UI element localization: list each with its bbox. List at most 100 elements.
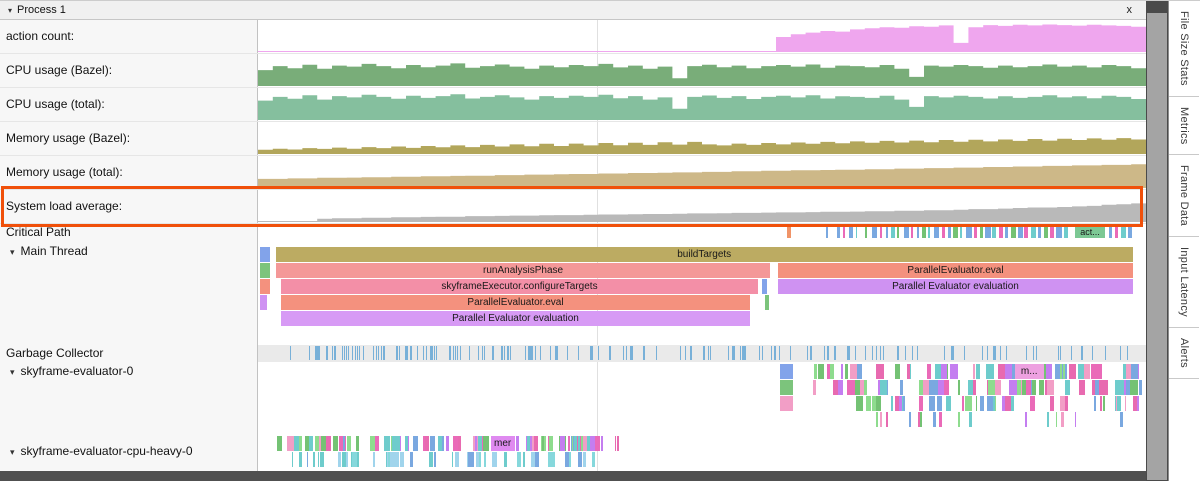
micro-slice[interactable] [405, 346, 407, 360]
micro-slice[interactable] [425, 436, 430, 451]
micro-slice[interactable] [827, 364, 830, 379]
micro-slice[interactable] [555, 346, 557, 360]
micro-slice[interactable] [901, 396, 905, 411]
counter-chart[interactable] [258, 190, 1146, 223]
side-tab-input-latency[interactable]: Input Latency [1169, 237, 1199, 329]
micro-slice[interactable] [830, 364, 835, 379]
micro-slice[interactable] [293, 436, 300, 451]
micro-slice[interactable] [298, 436, 303, 451]
micro-slice[interactable] [1129, 380, 1139, 395]
micro-slice[interactable] [964, 346, 966, 360]
slice[interactable] [1011, 226, 1017, 238]
micro-slice[interactable] [449, 346, 451, 360]
slice-row[interactable]: Parallel Evaluator evaluation [258, 311, 1146, 327]
micro-slice[interactable] [395, 346, 398, 360]
micro-slice[interactable] [348, 346, 350, 360]
micro-slice[interactable] [574, 436, 577, 451]
micro-slice[interactable] [338, 452, 342, 467]
slice[interactable] [1064, 226, 1068, 238]
micro-slice[interactable] [684, 346, 686, 360]
micro-slice[interactable] [429, 436, 435, 451]
micro-slice[interactable] [994, 346, 996, 360]
micro-slice[interactable] [491, 346, 494, 360]
micro-slice[interactable] [388, 452, 391, 467]
micro-slice[interactable] [454, 346, 457, 360]
slice[interactable] [1024, 226, 1028, 238]
micro-slice[interactable] [307, 436, 314, 451]
micro-slice[interactable] [1061, 412, 1064, 427]
counter-chart[interactable] [258, 20, 1146, 53]
slice[interactable] [1050, 226, 1054, 238]
slice[interactable] [903, 226, 909, 238]
micro-slice[interactable] [1115, 380, 1124, 395]
slice[interactable] [259, 247, 270, 262]
micro-slice[interactable] [897, 346, 899, 360]
micro-slice[interactable] [917, 412, 920, 427]
slice[interactable] [1043, 226, 1049, 238]
micro-slice[interactable] [680, 346, 682, 360]
slice[interactable] [787, 226, 791, 238]
micro-slice[interactable] [1031, 380, 1037, 395]
micro-slice[interactable] [577, 346, 579, 360]
micro-slice[interactable] [643, 346, 645, 360]
micro-slice[interactable] [404, 436, 408, 451]
micro-slice[interactable] [316, 346, 318, 360]
slice[interactable] [965, 226, 972, 238]
micro-slice[interactable] [374, 436, 379, 451]
micro-slice[interactable] [571, 436, 574, 451]
micro-slice[interactable] [432, 346, 434, 360]
micro-slice[interactable] [523, 452, 525, 467]
micro-slice[interactable] [551, 452, 555, 467]
micro-slice[interactable] [380, 346, 382, 360]
micro-slice[interactable] [875, 412, 879, 427]
thread-toggle[interactable]: ▾ skyframe-evaluator-cpu-heavy-0 [10, 444, 193, 458]
micro-slice[interactable] [343, 452, 349, 467]
micro-slice[interactable] [847, 346, 850, 360]
micro-slice[interactable] [530, 346, 532, 360]
micro-slice[interactable] [396, 346, 398, 360]
micro-slice[interactable] [500, 346, 503, 360]
micro-slice[interactable] [411, 452, 414, 467]
micro-slice[interactable] [742, 346, 744, 360]
micro-slice[interactable] [1104, 346, 1106, 360]
micro-slice[interactable] [986, 346, 989, 360]
micro-slice[interactable] [1091, 346, 1093, 360]
micro-slice[interactable] [493, 346, 495, 360]
micro-slice[interactable] [929, 396, 935, 411]
micro-slice[interactable] [882, 346, 884, 360]
micro-slice[interactable] [980, 396, 982, 411]
micro-slice[interactable] [591, 452, 595, 467]
micro-slice[interactable] [1047, 412, 1050, 427]
micro-slice[interactable] [384, 436, 390, 451]
micro-slice[interactable] [779, 346, 781, 360]
slice-parallel-evaluator-evaluation[interactable]: Parallel Evaluator evaluation [778, 279, 1133, 294]
slice[interactable] [916, 226, 919, 238]
micro-slice[interactable] [1054, 364, 1063, 379]
micro-slice[interactable] [448, 346, 450, 360]
micro-slice[interactable] [390, 452, 397, 467]
counter-chart[interactable] [258, 88, 1146, 121]
micro-slice[interactable] [509, 346, 512, 360]
slice[interactable] [928, 226, 931, 238]
micro-slice[interactable] [818, 364, 825, 379]
micro-slice[interactable] [690, 346, 692, 360]
micro-slice[interactable] [987, 396, 993, 411]
micro-slice[interactable] [529, 346, 531, 360]
slice[interactable] [941, 226, 946, 238]
slice-row[interactable] [258, 452, 1146, 468]
micro-slice[interactable] [320, 436, 326, 451]
slice-row[interactable]: skyframeExecutor.configureTargets Paralle… [258, 279, 1146, 295]
micro-slice[interactable] [708, 346, 709, 360]
micro-slice[interactable] [1044, 364, 1046, 379]
micro-slice[interactable] [856, 396, 863, 411]
micro-slice[interactable] [1012, 380, 1017, 395]
slice[interactable] [849, 226, 853, 238]
micro-slice[interactable] [951, 346, 953, 360]
slice-parallel-evaluator-evaluation[interactable]: Parallel Evaluator evaluation [281, 311, 750, 326]
micro-slice[interactable] [894, 364, 900, 379]
micro-slice[interactable] [1138, 380, 1143, 395]
micro-slice[interactable] [1038, 380, 1045, 395]
slice[interactable] [1108, 226, 1113, 238]
micro-slice[interactable] [1035, 346, 1038, 360]
slice[interactable] [843, 226, 845, 238]
